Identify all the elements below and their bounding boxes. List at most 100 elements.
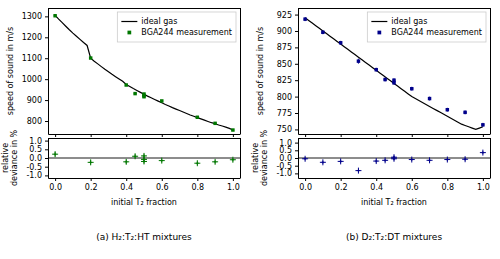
x-tick-mark [483,178,484,181]
y-axis-line [48,9,49,135]
y-axis-title-line: relative [1,143,10,173]
legend-swatch [127,31,131,35]
y-tick-mark [45,37,48,38]
marker [409,157,415,163]
y-tick-label: 1100 [22,54,42,63]
frame-right [240,8,241,134]
x-tick-label: 0.2 [85,183,98,192]
x-tick-mark [91,134,92,137]
legend: ideal gasBGA244 measurement [117,12,236,42]
x-tick-mark [233,178,234,181]
x-tick-mark [305,134,306,137]
marker [463,111,466,114]
y-tick-label: 850 [277,60,292,69]
y-tick-mark [295,158,298,159]
frame-top [298,8,490,9]
marker [133,92,136,95]
marker [212,159,218,165]
marker [355,168,361,174]
x-tick-label: 0.0 [299,183,312,192]
marker [321,31,324,34]
x-tick-mark [91,178,92,181]
marker [132,153,138,159]
y-tick: -1.0 [276,169,298,178]
y-tick-mark [295,47,298,48]
y-tick-label: 800 [277,93,292,102]
y-tick-mark [295,150,298,151]
y-tick: 1.0 [279,139,298,148]
line [305,18,483,130]
x-tick: 0.8 [441,178,454,192]
x-tick: 1.0 [477,178,490,192]
plot: 0.00.20.40.60.81.0-1.0-0.50.00.51.0relat… [1,129,240,242]
chart-container: 8009001000110012001300ideal gasBGA244 me… [0,0,500,259]
y-tick-mark [295,64,298,65]
y-tick-mark [45,141,48,142]
marker [196,116,199,119]
x-tick [126,134,127,137]
legend-label: BGA244 measurement [141,28,232,37]
x-tick-label: 1.0 [477,183,490,192]
marker [481,123,484,126]
x-tick-mark [412,134,413,137]
x-tick: 0.4 [370,178,383,192]
legend-item: BGA244 measurement [127,28,232,37]
y-tick-label: 800 [27,117,42,126]
x-tick: 0.8 [191,178,204,192]
marker [446,108,449,111]
y-tick: 0.5 [279,146,298,155]
marker [53,14,56,17]
y-tick-label: 1.0 [279,139,292,148]
marker [480,150,486,156]
y-tick: 900 [27,96,48,105]
y-tick-mark [45,79,48,80]
x-tick-mark [162,134,163,137]
marker [141,158,147,164]
marker [230,157,236,163]
y-tick: 750 [277,125,298,134]
x-tick-mark [126,178,127,181]
y-tick-label: 875 [277,43,292,52]
x-tick-label: 0.6 [406,183,419,192]
x-tick-mark [341,178,342,181]
x-axis-line [49,134,241,135]
y-tick: 1000 [22,75,48,84]
y-tick-label: -0.5 [276,162,292,171]
legend-item: BGA244 measurement [377,28,482,37]
x-tick-mark [305,178,306,181]
y-tick-mark [45,149,48,150]
x-tick: 1.0 [227,178,240,192]
marker [124,83,127,86]
x-tick [162,134,163,137]
marks [53,14,234,132]
x-tick-mark [412,178,413,181]
x-tick-label: 1.0 [227,183,240,192]
x-axis-line [299,134,491,135]
y-tick-label: 1200 [22,33,42,42]
x-tick-label: 0.4 [370,183,383,192]
y-tick-label: 825 [277,76,292,85]
x-axis-line [299,178,491,179]
y-tick: 0.5 [29,145,48,154]
marker [159,158,165,164]
marker [142,95,145,98]
x-tick [376,134,377,137]
x-axis [49,134,241,137]
y-tick-mark [295,80,298,81]
marker [427,157,433,163]
x-axis-title: initial T₂ fraction [361,198,427,207]
series [52,151,236,166]
y-tick: 775 [277,109,298,118]
marker [382,157,388,163]
x-tick: 0.2 [335,178,348,192]
x-tick [197,134,198,137]
x-axis-line [49,178,241,179]
y-axis-line [298,139,299,179]
x-tick [341,134,342,137]
marker [338,158,344,164]
legend-box [367,12,486,42]
y-axis-title: relativedeviance in % [251,129,269,186]
marker [89,56,92,59]
y-tick-mark [45,121,48,122]
y-tick-mark [45,175,48,176]
